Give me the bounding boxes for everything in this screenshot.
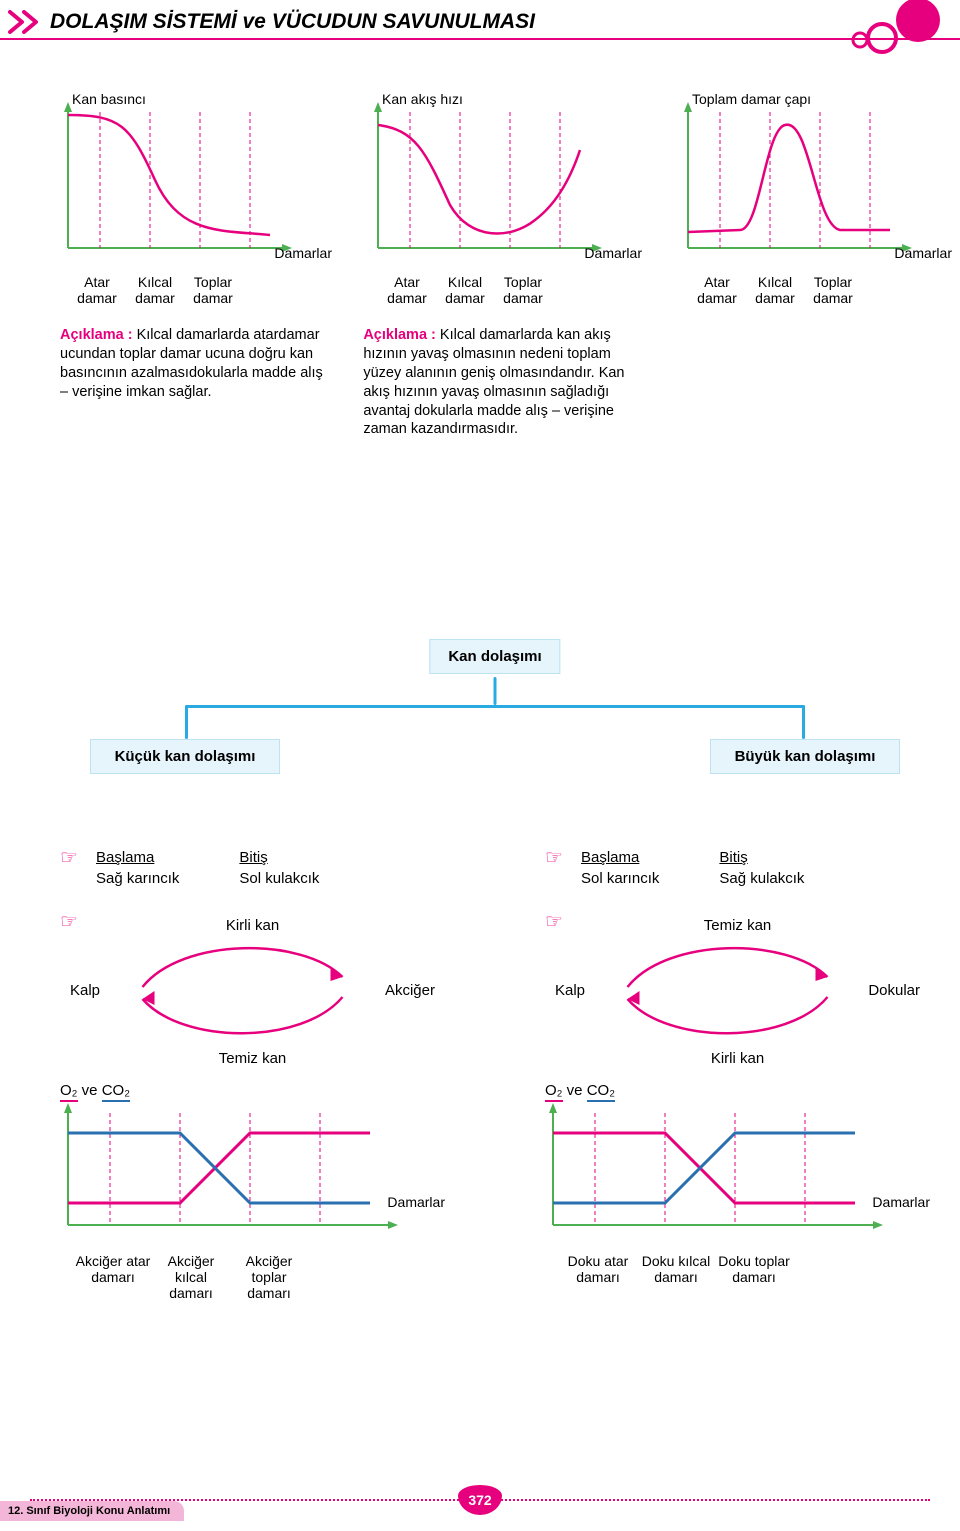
gas-legend: O₂ ve CO₂ [545,1082,930,1099]
tick-label: Kılcal damar [746,274,804,306]
explanation-text: Kılcal damarlarda kan akış hızının yavaş… [363,327,624,437]
end-label: Bitiş [239,849,319,866]
tick-label: Kılcal damar [436,274,494,306]
explanation-label: Açıklama : [60,327,137,343]
start-block: Başlama Sol karıncık [581,849,659,887]
start-block: Başlama Sağ karıncık [96,849,179,887]
footer-tag: 12. Sınıf Biyoloji Konu Anlatımı [0,1501,184,1521]
circulation-tree: Kan dolaşımı Küçük kan dolaşımı Büyük ka… [60,639,930,819]
circulation-row: ☞ Başlama Sağ karıncık Bitiş Sol kulakcı… [60,849,930,1301]
explanations-row: Açıklama : Kılcal damarlarda atardamar u… [60,326,930,439]
top-graphs-row: Kan basıncı Damarlar Atar damar Kılcal d… [60,90,930,306]
page-footer: 372 12. Sınıf Biyoloji Konu Anlatımı [0,1481,960,1521]
tree-right: Büyük kan dolaşımı [710,739,900,774]
o2-label: O₂ [545,1082,563,1102]
tick-label: Akciğer kılcal damarı [152,1253,230,1301]
graph-blood-pressure: Kan basıncı Damarlar Atar damar Kılcal d… [60,90,330,306]
tick-label: Atar damar [378,274,436,306]
co2-label: CO₂ [102,1082,130,1102]
cycle-left-label: Kalp [70,982,100,999]
start-label: Başlama [96,849,179,866]
x-axis-label: Damarlar [872,1194,930,1210]
gas-exchange-graph: O₂ ve CO₂ Damarlar [60,1082,445,1301]
cycle-left-label: Kalp [555,982,585,999]
small-circulation: ☞ Başlama Sağ karıncık Bitiş Sol kulakcı… [60,849,445,1301]
header-rule [0,38,960,40]
gas-exchange-graph: O₂ ve CO₂ Damarlar [545,1082,930,1285]
tree-root: Kan dolaşımı [429,639,560,674]
page-number: 372 [458,1485,502,1515]
chevron-icon [8,10,44,34]
cycle-diagram: Temiz kan Kalp Dokular Kirli kan [545,917,930,1067]
page-header: DOLAŞIM SİSTEMİ ve VÜCUDUN SAVUNULMASI [0,0,960,50]
tick-label: Akciğer atar damarı [74,1253,152,1301]
cycle-right-label: Akciğer [385,982,435,999]
explanation-1: Açıklama : Kılcal damarlarda atardamar u… [60,326,323,439]
start-value: Sol karıncık [581,870,659,887]
cycle-bottom-label: Temiz kan [219,1050,287,1067]
start-value: Sağ karıncık [96,870,179,887]
x-axis-label: Damarlar [894,245,952,261]
cycle-right-label: Dokular [868,982,920,999]
tick-label: Toplar damar [184,274,242,306]
co2-label: CO₂ [587,1082,615,1102]
end-block: Bitiş Sol kulakcık [239,849,319,887]
end-value: Sağ kulakcık [719,870,804,887]
tick-label: Doku atar damarı [559,1253,637,1285]
hand-icon: ☞ [60,845,78,870]
tick-label: Atar damar [68,274,126,306]
cycle-diagram: Kirli kan Kalp Akciğer Temiz kan [60,917,445,1067]
tick-label: Toplar damar [804,274,862,306]
end-label: Bitiş [719,849,804,866]
svg-text:Kan akış hızı: Kan akış hızı [382,91,463,107]
svg-text:Toplam damar çapı: Toplam damar çapı [692,91,811,107]
tick-label: Doku toplar damarı [715,1253,793,1285]
tree-left: Küçük kan dolaşımı [90,739,280,774]
x-axis-label: Damarlar [584,245,642,261]
tick-label: Doku kılcal damarı [637,1253,715,1285]
graph-blood-flow: Kan akış hızı Damarlar Atar damar Kılcal… [370,90,640,306]
tick-label: Kılcal damar [126,274,184,306]
large-circulation: ☞ Başlama Sol karıncık Bitiş Sağ kulakcı… [545,849,930,1301]
svg-text:Kan basıncı: Kan basıncı [72,91,146,107]
start-label: Başlama [581,849,659,866]
end-value: Sol kulakcık [239,870,319,887]
page-title: DOLAŞIM SİSTEMİ ve VÜCUDUN SAVUNULMASI [50,10,535,33]
hand-icon: ☞ [545,845,563,870]
tick-label: Akciğer toplar damarı [230,1253,308,1301]
tick-label: Atar damar [688,274,746,306]
cycle-bottom-label: Kirli kan [711,1050,764,1067]
x-axis-label: Damarlar [387,1194,445,1210]
circles-icon [820,0,940,60]
end-block: Bitiş Sağ kulakcık [719,849,804,887]
graph-vessel-diameter: Toplam damar çapı Damarlar Atar damar Kı… [680,90,950,306]
tick-label: Toplar damar [494,274,552,306]
x-axis-label: Damarlar [274,245,332,261]
o2-label: O₂ [60,1082,78,1102]
explanation-2: Açıklama : Kılcal damarlarda kan akış hı… [363,326,626,439]
cycle-top-label: Kirli kan [226,917,279,934]
gas-legend: O₂ ve CO₂ [60,1082,445,1099]
explanation-label: Açıklama : [363,327,440,343]
cycle-top-label: Temiz kan [704,917,772,934]
